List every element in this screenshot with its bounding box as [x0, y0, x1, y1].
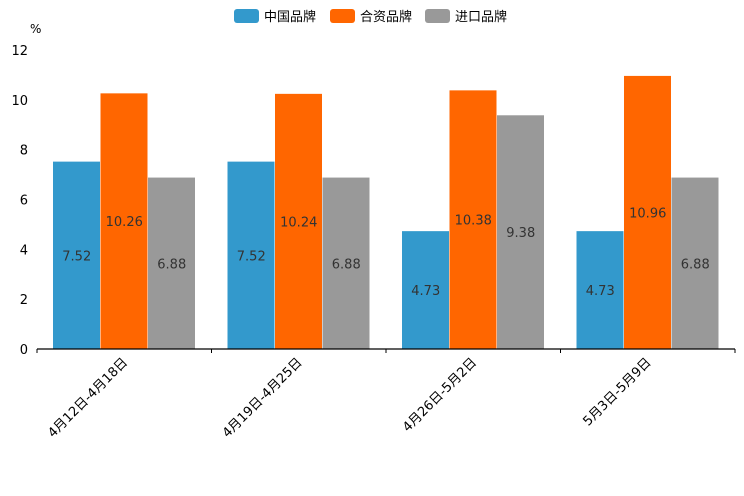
y-axis: 0 2 4 6 8 10 12 [11, 44, 28, 358]
x-tick-label: 4月19日-4月25日 [220, 355, 306, 441]
legend-label-1: 中国品牌 [264, 9, 316, 25]
data-label: 6.88 [332, 257, 361, 272]
y-axis-unit-label: % [30, 22, 41, 36]
y-tick-label: 6 [20, 194, 28, 209]
data-label: 9.38 [506, 226, 535, 241]
data-label: 7.52 [62, 249, 91, 264]
bar-1-2 [227, 161, 275, 349]
data-label: 10.26 [106, 215, 143, 230]
y-tick-label: 4 [20, 243, 28, 258]
bar-3-4 [671, 177, 719, 349]
y-tick-label: 0 [20, 343, 28, 358]
data-label: 4.73 [586, 284, 615, 299]
data-labels: 7.52 10.26 6.88 7.52 10.24 6.88 4.73 10.38 9.38 4… [62, 206, 709, 299]
data-label: 4.73 [411, 284, 440, 299]
data-label: 10.96 [629, 206, 666, 221]
bar-2-1 [100, 93, 148, 349]
legend: 中国品牌 合资品牌 进口品牌 [234, 9, 507, 25]
y-tick-label: 10 [11, 94, 28, 109]
legend-swatch-1 [234, 9, 259, 23]
data-label: 6.88 [681, 257, 710, 272]
y-tick-label: 12 [11, 44, 28, 59]
bar-2-3 [449, 90, 497, 350]
x-tick-label: 4月26日-5月2日 [400, 355, 480, 435]
bars [53, 75, 719, 350]
bar-1-3 [402, 231, 449, 349]
x-axis: 4月12日-4月18日 4月19日-4月25日 4月26日-5月2日 5月3日-5月9… [36, 348, 736, 441]
bar-1-4 [576, 231, 624, 349]
x-tick-label: 5月3日-5月9日 [580, 355, 654, 429]
legend-label-2: 合资品牌 [360, 9, 412, 25]
x-tick-label: 4月12日-4月18日 [45, 355, 131, 441]
bar-2-4 [624, 75, 671, 349]
bar-3-2 [322, 177, 370, 349]
data-label: 10.24 [280, 215, 317, 230]
bar-2-2 [275, 93, 322, 349]
data-label: 7.52 [237, 249, 266, 264]
legend-swatch-3 [425, 9, 450, 23]
bar-3-1 [148, 177, 195, 349]
legend-swatch-2 [330, 9, 355, 23]
data-label: 10.38 [455, 214, 492, 229]
bar-1-1 [53, 161, 100, 349]
y-tick-label: 8 [20, 144, 28, 159]
legend-label-3: 进口品牌 [455, 9, 507, 25]
bar-3-3 [497, 115, 544, 349]
data-label: 6.88 [157, 257, 186, 272]
y-tick-label: 2 [20, 293, 28, 308]
